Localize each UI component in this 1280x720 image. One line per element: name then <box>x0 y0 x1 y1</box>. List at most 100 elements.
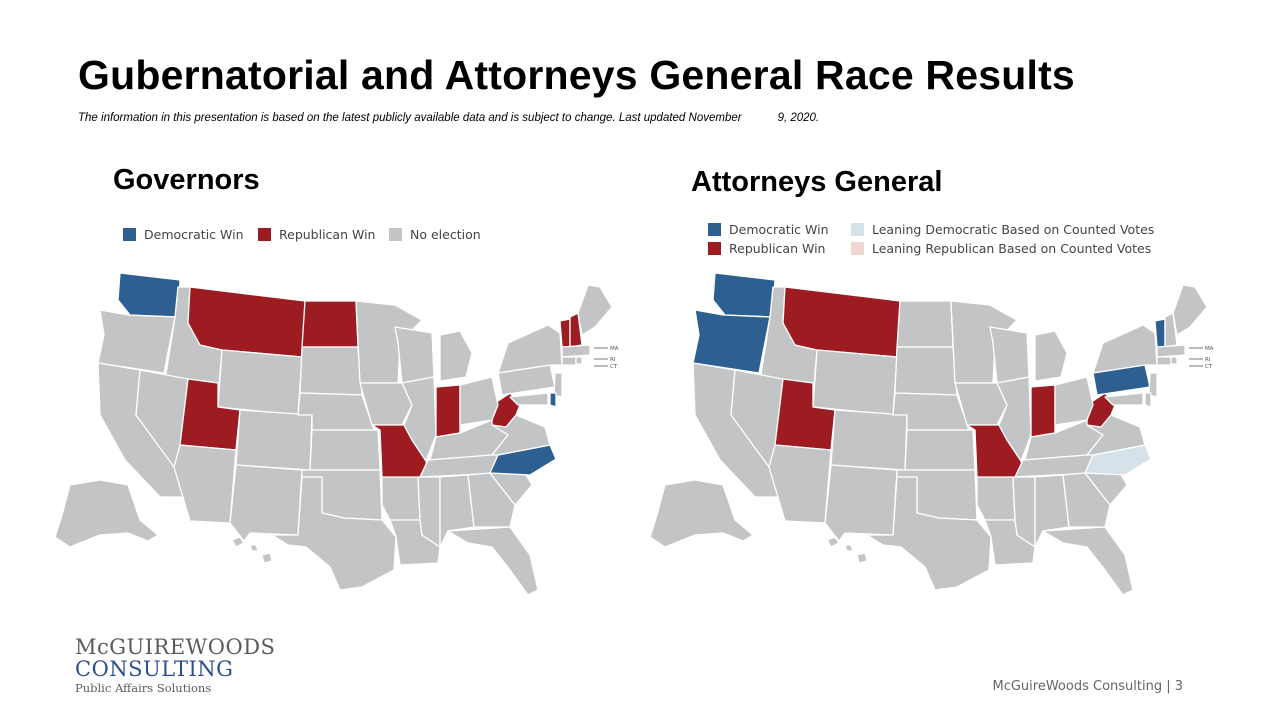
state-or <box>97 309 176 374</box>
state-me <box>1172 284 1208 336</box>
legend-label: Republican Win <box>729 241 826 256</box>
state-nj <box>1148 372 1158 398</box>
state-co <box>830 409 908 471</box>
state-az <box>768 444 832 524</box>
state-co <box>235 409 313 471</box>
state-hi <box>231 536 273 564</box>
logo-tagline: Public Affairs Solutions <box>75 681 212 695</box>
swatch-leaning-democratic <box>851 223 864 236</box>
legend-label: Democratic Win <box>144 227 244 242</box>
state-ar <box>976 476 1016 521</box>
state-vt <box>1154 318 1166 348</box>
state-mt <box>187 286 306 358</box>
legend-label: Republican Win <box>279 227 376 242</box>
state-hi <box>826 536 868 564</box>
state-ri <box>1170 356 1178 365</box>
state-mi <box>439 330 473 382</box>
legend-item-leaning-democratic: Leaning Democratic Based on Counted Vote… <box>851 222 1154 237</box>
state-tx <box>271 476 397 591</box>
state-nm <box>229 464 303 542</box>
swatch-democratic <box>123 228 136 241</box>
governors-title: Governors <box>113 164 260 196</box>
state-nd <box>301 300 359 348</box>
state-ms <box>417 476 441 548</box>
swatch-republican <box>258 228 271 241</box>
swatch-no-election <box>389 228 402 241</box>
state-tx <box>866 476 992 591</box>
legend-label: Democratic Win <box>729 222 829 237</box>
state-label-ct: CT <box>1205 364 1213 370</box>
state-label-ct: CT <box>610 364 618 370</box>
disclaimer: The information in this presentation is … <box>78 112 819 124</box>
state-nd <box>896 300 954 348</box>
state-wy <box>217 349 303 416</box>
state-ri <box>575 356 583 365</box>
state-vt <box>559 318 571 348</box>
state-al <box>1034 474 1070 548</box>
state-sd <box>299 346 363 396</box>
state-ma <box>561 344 591 358</box>
legend-label: No election <box>410 227 481 242</box>
state-mt <box>782 286 901 358</box>
attorneys-general-legend: Democratic Win Republican Win Leaning De… <box>708 222 1188 262</box>
disclaimer-text: The information in this presentation is … <box>78 112 742 124</box>
state-il <box>996 376 1032 462</box>
state-nm <box>824 464 898 542</box>
state-ny <box>497 324 563 374</box>
state-label-ri: RI <box>1205 357 1211 363</box>
logo-line1: McGUIREWOODS <box>75 635 276 659</box>
state-label-ma: MA <box>610 346 619 352</box>
state-ma <box>1156 344 1186 358</box>
state-label-ma: MA <box>1205 346 1214 352</box>
legend-label: Leaning Republican Based on Counted Vote… <box>872 241 1152 256</box>
legend-item-leaning-republican: Leaning Republican Based on Counted Vote… <box>851 241 1151 256</box>
state-wa <box>117 272 181 318</box>
state-in <box>435 384 461 438</box>
state-or <box>692 309 771 374</box>
swatch-leaning-republican <box>851 242 864 255</box>
state-fl <box>447 526 539 595</box>
page-title: Gubernatorial and Attorneys General Race… <box>78 52 1075 98</box>
state-de <box>1144 392 1152 408</box>
state-sd <box>894 346 958 396</box>
state-me <box>577 284 613 336</box>
state-il <box>401 376 437 462</box>
legend-item-no-election: No election <box>389 227 481 242</box>
state-de <box>549 392 557 408</box>
state-fl <box>1042 526 1134 595</box>
state-ny <box>1092 324 1158 374</box>
state-md <box>509 392 549 406</box>
state-ct <box>561 356 577 366</box>
attorneys-general-title: Attorneys General <box>691 166 943 198</box>
state-ga <box>467 472 516 528</box>
state-ak <box>649 479 754 548</box>
swatch-republican <box>708 242 721 255</box>
state-mi <box>1034 330 1068 382</box>
state-ct <box>1156 356 1172 366</box>
disclaimer-date: 9, 2020. <box>777 112 820 124</box>
state-al <box>439 474 475 548</box>
logo-line2: CONSULTING <box>75 657 234 681</box>
state-ia <box>954 382 1008 426</box>
state-ga <box>1062 472 1111 528</box>
state-wa <box>712 272 776 318</box>
state-ia <box>359 382 413 426</box>
state-oh <box>459 376 499 426</box>
state-ks <box>309 429 381 471</box>
state-oh <box>1054 376 1094 426</box>
legend-item-republican: Republican Win <box>258 227 375 242</box>
state-wi <box>989 326 1030 384</box>
legend-item-republican: Republican Win <box>708 241 825 256</box>
state-ar <box>381 476 421 521</box>
state-az <box>173 444 237 524</box>
swatch-democratic <box>708 223 721 236</box>
footer-page-label: McGuireWoods Consulting | 3 <box>992 679 1183 694</box>
state-ms <box>1012 476 1036 548</box>
state-nj <box>553 372 563 398</box>
state-wy <box>812 349 898 416</box>
state-md <box>1104 392 1144 406</box>
state-ak <box>54 479 159 548</box>
state-in <box>1030 384 1056 438</box>
